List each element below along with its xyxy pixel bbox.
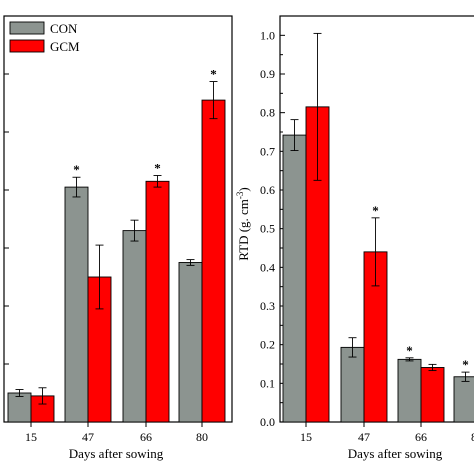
chart-right: 0.0 0.1 0.2 0.3 0.4 0.5 0.6 0.7 0.8 0.9 1.0 * * * 15 47… [260, 15, 474, 444]
right-x-axis-title: Days after sowing [348, 446, 443, 461]
significance-star: * [406, 343, 413, 358]
bar-con-66 [397, 358, 422, 423]
x-tick-label: 47 [82, 430, 94, 444]
y-tick-label: 0.8 [260, 106, 275, 120]
bar-con-66 [122, 230, 147, 423]
x-tick-label: 66 [415, 430, 427, 444]
bar-gcm-66 [420, 367, 445, 423]
bar-con-47 [64, 186, 89, 423]
right-y-axis-title: RTD (g. cm-3) [235, 187, 251, 261]
bar-con-80 [178, 262, 203, 423]
significance-star: * [372, 203, 379, 218]
y-tick-label: 1.0 [260, 28, 275, 42]
y-tick-label: 0.7 [260, 144, 275, 158]
left-x-axis-title: Days after sowing [69, 446, 164, 461]
y-tick-label: 0.5 [260, 222, 275, 236]
significance-star: * [210, 67, 217, 82]
y-tick-label: 0.6 [260, 183, 275, 197]
significance-star: * [154, 161, 161, 176]
bar-con-80 [453, 376, 474, 423]
y-tick-label: 0.4 [260, 260, 275, 274]
legend-label-gcm: GCM [50, 39, 80, 54]
x-tick-label: 15 [300, 430, 312, 444]
x-tick-label: 66 [140, 430, 152, 444]
bar-gcm-80 [201, 99, 226, 423]
plot-frame [3, 15, 233, 423]
y-tick-label: 0.3 [260, 299, 275, 313]
x-tick-label: 15 [25, 430, 37, 444]
bar-con-47 [340, 346, 365, 423]
bar-con-15 [282, 134, 307, 423]
right-y-axis-title-suffix: ) [236, 187, 251, 191]
significance-star: * [462, 357, 469, 372]
y-tick-label: 0.2 [260, 338, 275, 352]
chart-left: * * * 15 47 66 80 CON GCM [3, 15, 233, 444]
legend-swatch-gcm [9, 39, 45, 53]
y-tick-label: 0.0 [260, 415, 275, 429]
bar-gcm-66 [145, 180, 170, 423]
legend-swatch-con [9, 21, 45, 35]
x-tick-label: 80 [196, 430, 208, 444]
y-tick-label: 0.1 [260, 376, 275, 390]
bar-con-15 [7, 392, 32, 423]
x-tick-label: 80 [471, 430, 474, 444]
y-tick-label: 0.9 [260, 67, 275, 81]
legend-label-con: CON [50, 21, 78, 36]
right-y-axis-title-superscript: -3 [235, 191, 245, 199]
x-tick-label: 47 [358, 430, 370, 444]
significance-star: * [73, 162, 80, 177]
right-y-axis-title-main: RTD (g. cm [236, 199, 251, 261]
